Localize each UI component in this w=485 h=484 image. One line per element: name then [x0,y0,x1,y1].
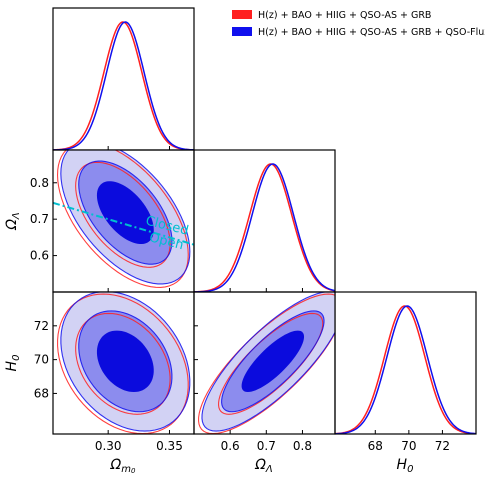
marginal-Om-series-0 [53,21,194,150]
contour-line-H0-OL-s1-1 [221,310,325,413]
contour-fill-H0-Om-2 [96,330,154,393]
contour-line-OL-Om-s0-0 [56,150,189,288]
xtick-label-Om: 0.30 [95,439,122,453]
contour-line-H0-Om-s1-1 [78,310,173,413]
xlabel-OL: ΩΛ [254,457,273,475]
panel-OL-Om [53,150,194,288]
xtick-label-H0: 70 [401,439,416,453]
legend-label-0: H(z) + BAO + HIIG + QSO-AS + GRB [258,10,431,21]
frame-diag-OL [193,149,336,293]
xtick-label-Om: 0.35 [156,439,183,453]
frame-diag-Om [52,7,195,151]
ytick-label-H0: 72 [34,319,49,333]
xtick-label-H0: 68 [368,439,383,453]
panel-H0-Om [57,292,191,434]
panel-H0-OL [198,292,335,434]
xlabel-H0: H0 [397,457,414,475]
ytick-label-OL: 0.7 [30,212,49,226]
legend-label-1: H(z) + BAO + HIIG + QSO-AS + GRB + QSO-F… [258,27,485,38]
panel-OL-OL [194,163,335,292]
contour-line-OL-Om-s1-1 [78,160,173,265]
xlabel-Om: Ωm0 [110,457,136,475]
ytick-label-OL: 0.6 [30,249,49,263]
marginal-Om-series-1 [53,21,194,150]
ylabel-OL: ΩΛ [4,212,22,231]
xtick-label-H0: 72 [435,439,450,453]
contour-line-OL-Om-s1-0 [60,150,191,285]
ylabel-H0: H0 [4,355,22,372]
contour-line-OL-Om-s0-1 [75,161,171,268]
legend-swatch-0 [232,10,252,19]
frame-diag-H0 [334,291,477,435]
marginal-H0-series-0 [335,305,476,434]
marginal-OL-series-0 [194,163,335,292]
contour-line-H0-Om-s0-1 [75,312,171,415]
xtick-label-OL: 0.8 [293,439,312,453]
xtick-label-OL: 0.6 [221,439,240,453]
xtick-label-OL: 0.7 [257,439,276,453]
panel-H0-H0 [335,305,476,434]
contour-fill-H0-OL-2 [241,330,305,393]
frame-H0-OL [193,291,336,435]
contour-line-H0-Om-s1-0 [60,292,191,432]
flat-universe-line [53,201,194,246]
ytick-label-H0: 70 [34,353,49,367]
contour-line-H0-OL-s1-0 [201,292,335,432]
marginal-H0-series-1 [335,305,476,434]
ytick-label-OL: 0.8 [30,176,49,190]
marginal-OL-series-1 [194,163,335,292]
legend: H(z) + BAO + HIIG + QSO-AS + GRB H(z) + B… [232,10,485,38]
ytick-label-H0: 68 [34,386,49,400]
legend-swatch-1 [232,27,252,36]
panel-Om-Om [53,21,194,150]
